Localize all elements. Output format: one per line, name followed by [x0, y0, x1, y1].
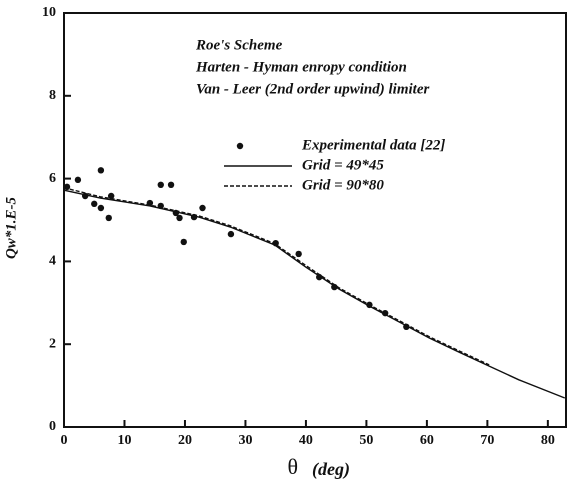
data-point — [199, 204, 206, 212]
legend-marker — [236, 142, 244, 150]
annotation: Harten - Hyman enropy condition — [195, 59, 407, 75]
data-point — [107, 192, 115, 200]
data-point — [167, 181, 175, 189]
x-tick-label: 60 — [420, 433, 434, 448]
x-tick-label: 0 — [61, 433, 68, 448]
data-point — [180, 238, 187, 246]
legend-label: Grid = 49*45 — [302, 157, 384, 173]
x-tick-label: 20 — [178, 433, 192, 448]
plot-frame — [63, 12, 567, 428]
line — [63, 187, 490, 366]
data-point — [97, 167, 105, 174]
x-tick-label: 10 — [117, 433, 131, 448]
x-tick-label: 30 — [238, 433, 252, 448]
data-point — [157, 181, 164, 189]
x-tick-label: 80 — [541, 433, 555, 448]
data-point — [227, 230, 235, 238]
y-tick-label: 8 — [49, 88, 56, 103]
data-point — [74, 176, 82, 184]
y-axis-label: Qw*1.E-5 — [3, 196, 19, 259]
legend-label: Experimental data [22] — [301, 137, 445, 153]
y-tick-label: 2 — [49, 336, 56, 351]
x-axis-unit: (deg) — [312, 459, 350, 480]
y-tick-label: 0 — [49, 419, 56, 434]
legend-label: Grid = 90*80 — [302, 177, 384, 193]
data-point — [176, 214, 183, 222]
x-tick-label: 40 — [299, 433, 313, 448]
x-tick-label: 50 — [359, 433, 373, 448]
data-point — [105, 214, 112, 222]
data-point — [97, 204, 105, 212]
x-tick-label: 70 — [480, 433, 494, 448]
data-point — [295, 250, 302, 258]
data-point — [91, 200, 98, 208]
y-tick-label: 10 — [42, 5, 56, 20]
y-tick-label: 4 — [49, 254, 56, 269]
annotation: Van - Leer (2nd order upwind) limiter — [196, 81, 430, 97]
x-axis-label: θ — [287, 454, 298, 479]
line — [63, 189, 566, 399]
y-tick-label: 6 — [49, 171, 56, 186]
annotation: Roe's Scheme — [195, 37, 283, 53]
